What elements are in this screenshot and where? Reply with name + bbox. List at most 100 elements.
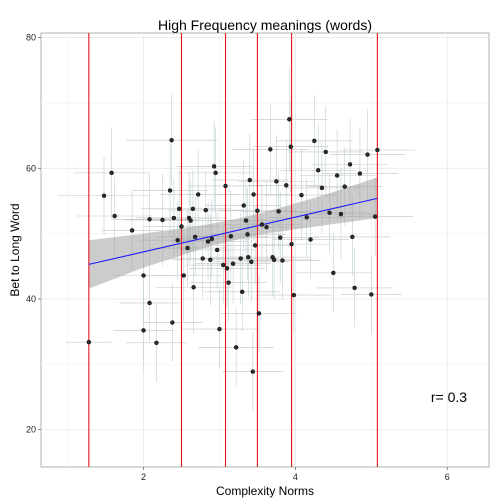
data-point [240,289,245,295]
data-point [86,339,92,345]
data-point [213,170,218,176]
data-point [327,210,332,215]
data-point [334,173,340,178]
data-point [288,144,294,149]
data-point [226,280,231,285]
data-point [308,237,313,242]
x-axis: 2 4 6 [141,467,450,482]
data-point [289,241,294,247]
data-point [255,208,260,213]
data-point [224,266,230,271]
data-point [147,217,152,222]
data-point [365,152,370,157]
reference-lines [88,33,378,467]
data-point [205,239,211,244]
data-point [299,192,304,198]
data-point [167,188,173,193]
data-point [192,234,198,240]
data-point [208,257,213,263]
data-point [245,232,250,237]
x-tick-label: 6 [445,472,450,482]
data-point [291,292,297,298]
data-point [264,224,269,230]
data-point [160,217,165,223]
data-point [228,234,234,239]
data-point [141,273,146,278]
data-point [312,138,317,144]
data-points [86,117,380,374]
data-point [338,211,344,217]
chart-title: High Frequency meanings (words) [158,17,372,33]
data-point [195,192,201,197]
data-point [230,261,236,266]
y-tick-label: 40 [26,294,36,304]
data-point [331,270,336,276]
data-point [141,328,146,333]
data-point [274,179,279,184]
data-point [287,117,292,122]
data-point [221,262,226,268]
y-axis-title: Bet to Long Word [8,203,22,296]
data-point [209,236,215,242]
data-point [304,215,309,220]
data-point [284,183,289,188]
data-point [241,203,246,208]
data-point [214,247,220,253]
data-point [271,257,277,263]
data-point [191,285,196,290]
data-point [259,222,265,227]
data-point [315,168,321,173]
data-point [277,235,283,240]
data-point [357,171,363,176]
data-point [247,177,253,183]
data-point [268,147,273,152]
x-axis-title: Complexity Norms [216,484,314,498]
data-point [211,164,217,169]
data-point [246,254,251,260]
data-point [200,256,205,261]
data-point [342,184,347,189]
data-point [129,228,135,233]
data-point [176,206,182,212]
x-tick-label: 2 [141,472,146,482]
data-point [252,243,258,248]
data-point [112,213,117,219]
data-point [251,192,256,197]
regression-line [88,197,378,265]
x-tick-label: 4 [293,472,298,482]
data-point [372,214,378,219]
data-point [170,320,175,325]
data-point [375,147,380,153]
data-point [185,245,190,251]
data-point [256,311,262,316]
correlation-label: r= 0.3 [431,389,467,405]
data-point [280,258,285,263]
y-tick-label: 20 [26,425,36,435]
trend-line [88,197,378,265]
data-point [233,345,239,350]
data-point [347,162,353,167]
data-point [369,292,374,297]
data-point [154,340,159,346]
data-point [238,256,243,261]
y-tick-label: 80 [26,33,36,43]
data-point [249,259,254,264]
data-point [203,207,208,213]
data-point [323,149,328,155]
data-point [169,137,174,143]
confidence-band [88,177,378,289]
data-point [147,300,152,306]
y-tick-label: 60 [26,163,36,173]
y-axis: 20 40 60 80 [26,33,41,435]
data-point [243,218,249,223]
data-point [179,224,184,229]
confidence-band-area [88,177,378,289]
data-point [190,206,196,212]
data-point [319,185,325,191]
data-point [352,285,357,291]
data-point [350,234,355,240]
data-point [171,215,177,221]
data-point [250,369,256,374]
data-point [188,218,193,223]
